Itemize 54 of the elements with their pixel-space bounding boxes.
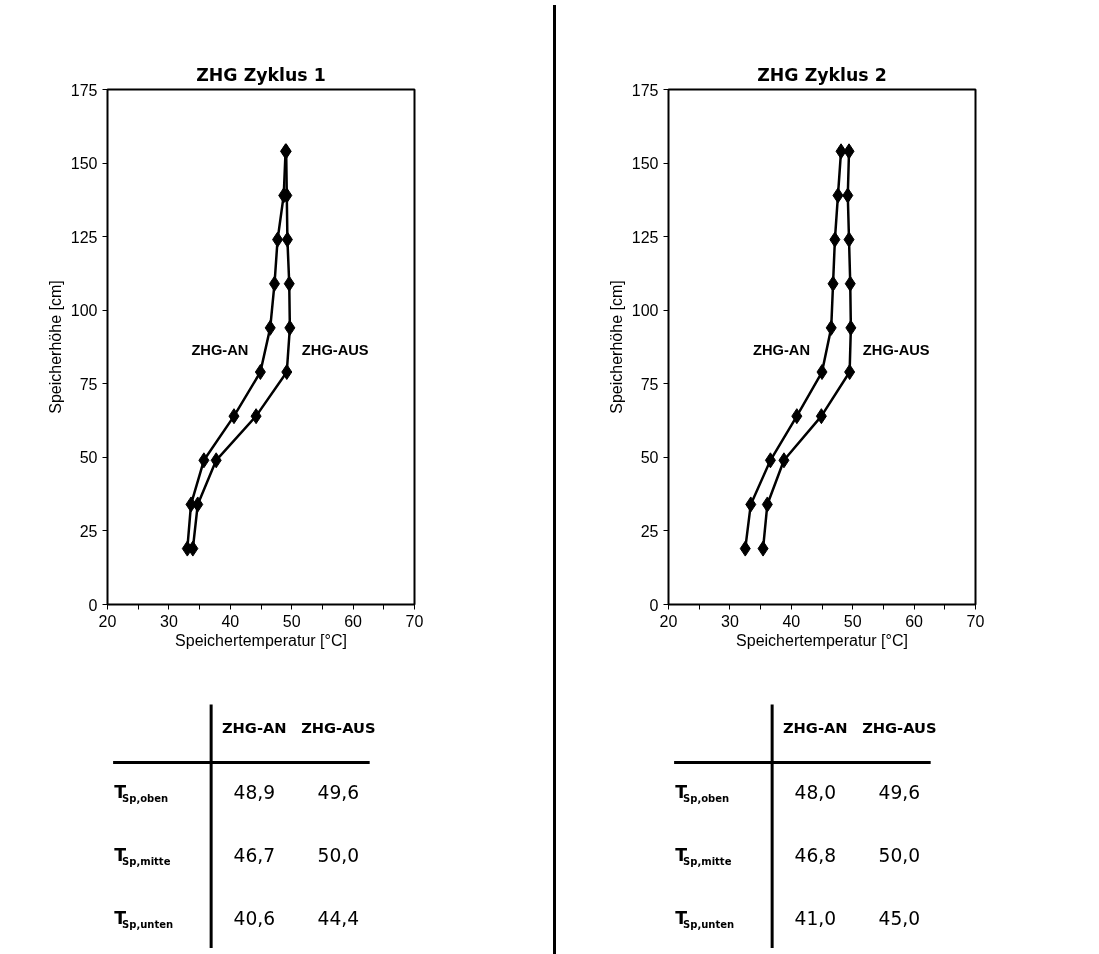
chart-title: ZHG Zyklus 2 bbox=[757, 64, 887, 85]
y-tick-label: 125 bbox=[70, 228, 98, 246]
y-tick-label: 175 bbox=[631, 81, 659, 99]
series-label: ZHG-AUS bbox=[301, 341, 369, 358]
y-tick-label: 75 bbox=[79, 375, 98, 393]
text: 49,6 bbox=[878, 781, 921, 803]
y-tick-label: 100 bbox=[70, 302, 98, 320]
x-tick-label: 30 bbox=[721, 612, 739, 630]
text: 45,0 bbox=[878, 907, 921, 929]
series-label: ZHG-AN bbox=[753, 341, 811, 358]
chart-title: ZHG Zyklus 1 bbox=[196, 64, 326, 85]
y-tick-label: 0 bbox=[88, 596, 98, 614]
text: 50,0 bbox=[878, 844, 921, 866]
x-tick-label: 40 bbox=[221, 612, 240, 630]
text: 40,6 bbox=[233, 907, 276, 929]
x-tick-label: 60 bbox=[344, 612, 363, 630]
y-axis-title: Speicherhöhe [cm] bbox=[46, 280, 64, 414]
text: 49,6 bbox=[317, 781, 360, 803]
text: 50,0 bbox=[317, 844, 360, 866]
y-tick-label: 25 bbox=[640, 522, 659, 540]
series-label: ZHG-AN bbox=[191, 341, 249, 358]
y-tick-label: 150 bbox=[631, 155, 659, 173]
y-tick-label: 0 bbox=[649, 596, 659, 614]
y-tick-label: 100 bbox=[631, 302, 659, 320]
text: 48,9 bbox=[233, 781, 276, 803]
y-tick-label: 175 bbox=[70, 81, 98, 99]
x-tick-label: 20 bbox=[659, 612, 678, 630]
y-tick-label: 25 bbox=[79, 522, 98, 540]
y-tick-label: 50 bbox=[79, 449, 98, 467]
series-label: ZHG-AUS bbox=[862, 341, 930, 358]
category-label: ZHG-AUS bbox=[862, 719, 937, 736]
x-tick-label: 50 bbox=[282, 612, 301, 630]
x-tick-label: 70 bbox=[405, 612, 424, 630]
category-label: ZHG-AUS bbox=[301, 719, 376, 736]
text: 46,8 bbox=[794, 844, 837, 866]
x-tick-label: 30 bbox=[160, 612, 178, 630]
x-tick-label: 40 bbox=[782, 612, 801, 630]
x-tick-label: 20 bbox=[98, 612, 117, 630]
y-tick-label: 75 bbox=[640, 375, 659, 393]
text: 44,4 bbox=[317, 907, 360, 929]
x-tick-label: 50 bbox=[843, 612, 862, 630]
y-tick-label: 50 bbox=[640, 449, 659, 467]
x-tick-label: 70 bbox=[966, 612, 985, 630]
text: 41,0 bbox=[794, 907, 837, 929]
text: 48,0 bbox=[794, 781, 837, 803]
y-tick-label: 150 bbox=[70, 155, 98, 173]
y-axis-title: Speicherhöhe [cm] bbox=[607, 280, 625, 414]
category-label: ZHG-AN bbox=[782, 719, 848, 736]
x-axis-title: Speichertemperatur [°C] bbox=[175, 631, 347, 649]
x-axis-title: Speichertemperatur [°C] bbox=[736, 631, 908, 649]
text: 46,7 bbox=[233, 844, 276, 866]
y-tick-label: 125 bbox=[631, 228, 659, 246]
x-tick-label: 60 bbox=[905, 612, 924, 630]
category-label: ZHG-AN bbox=[221, 719, 287, 736]
